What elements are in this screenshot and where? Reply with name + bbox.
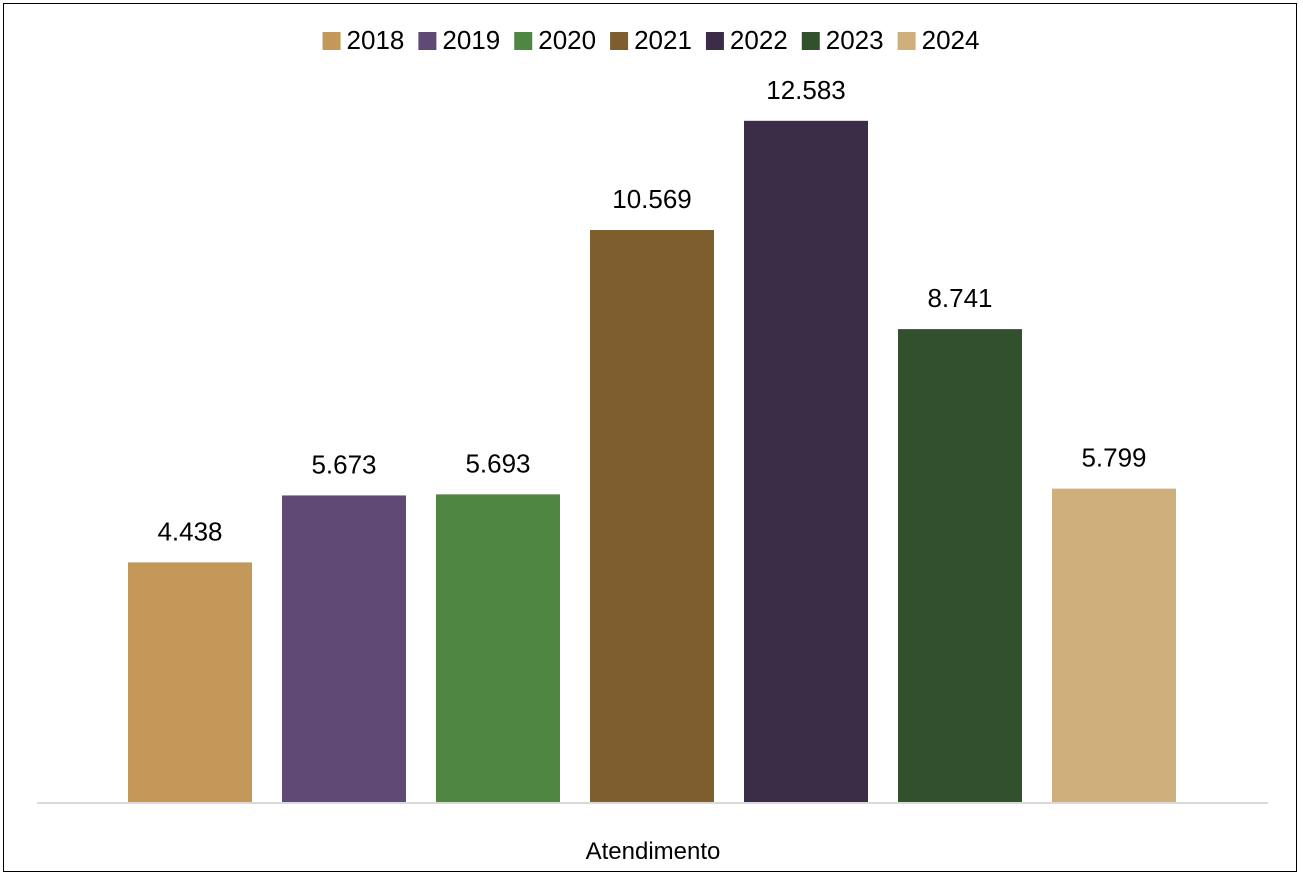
bar-2020 bbox=[436, 494, 560, 803]
legend-label-2018: 2018 bbox=[347, 25, 405, 55]
chart-legend: 2018 2019 2020 2021 2022 2023 2024 bbox=[322, 25, 980, 55]
legend-label-2024: 2024 bbox=[922, 25, 980, 55]
legend-swatch-2019 bbox=[418, 32, 437, 50]
data-label-group: 4.438 5.673 5.693 10.569 12.583 8.741 5.799 bbox=[157, 75, 1146, 547]
bar-2024 bbox=[1052, 488, 1176, 803]
legend-swatch-2024 bbox=[897, 32, 916, 50]
bar-2021 bbox=[590, 230, 714, 803]
chart-frame: 2018 2019 2020 2021 2022 2023 2024 4.438 5.673 5… bbox=[3, 3, 1297, 872]
legend-swatch-2020 bbox=[514, 32, 533, 50]
data-label-2024: 5.799 bbox=[1081, 443, 1146, 473]
legend-label-2022: 2022 bbox=[730, 25, 788, 55]
legend-swatch-2021 bbox=[610, 32, 629, 50]
legend-label-2023: 2023 bbox=[826, 25, 884, 55]
x-axis-category-label: Atendimento bbox=[586, 838, 721, 865]
legend-swatch-2023 bbox=[801, 32, 820, 50]
data-label-2021: 10.569 bbox=[612, 184, 692, 214]
data-label-2018: 4.438 bbox=[157, 516, 222, 546]
legend-label-2020: 2020 bbox=[538, 25, 596, 55]
bar-2023 bbox=[898, 329, 1022, 803]
legend-swatch-2018 bbox=[322, 32, 341, 50]
bar-2018 bbox=[128, 562, 252, 803]
data-label-2019: 5.673 bbox=[311, 449, 376, 479]
bar-chart: 2018 2019 2020 2021 2022 2023 2024 4.438 5.673 5… bbox=[37, 25, 1268, 865]
bar-group bbox=[128, 120, 1176, 803]
bar-2019 bbox=[282, 495, 406, 803]
legend-label-2021: 2021 bbox=[634, 25, 692, 55]
data-label-2020: 5.693 bbox=[465, 448, 530, 478]
bar-2022 bbox=[744, 120, 868, 803]
data-label-2022: 12.583 bbox=[766, 75, 846, 105]
data-label-2023: 8.741 bbox=[927, 283, 992, 313]
legend-label-2019: 2019 bbox=[442, 25, 500, 55]
legend-swatch-2022 bbox=[705, 32, 724, 50]
